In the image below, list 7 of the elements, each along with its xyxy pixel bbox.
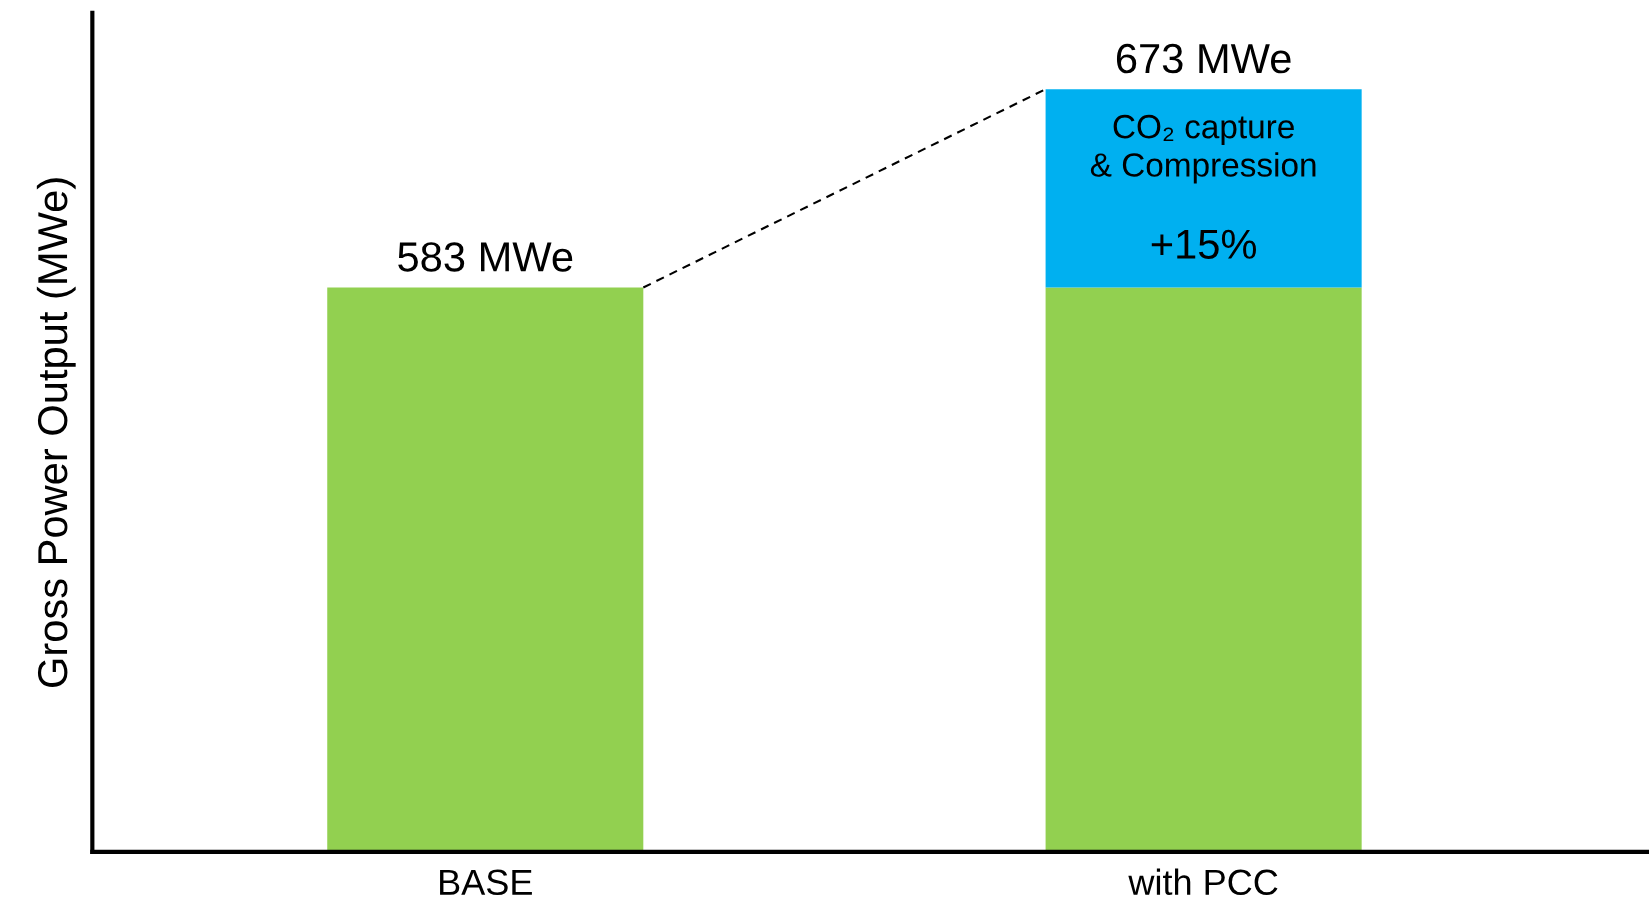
annotation: 673 MWe <box>1116 43 1291 74</box>
y-axis-title: Gross Power Output (MWe) <box>36 178 76 687</box>
annotation: 583 MWe <box>398 242 573 272</box>
x-tick-label: BASE <box>440 869 532 896</box>
annotation: +15% <box>1151 229 1257 260</box>
annotation: CO₂ capture & Compression <box>1090 114 1316 184</box>
x-tick-label: with PCC <box>1128 868 1278 896</box>
